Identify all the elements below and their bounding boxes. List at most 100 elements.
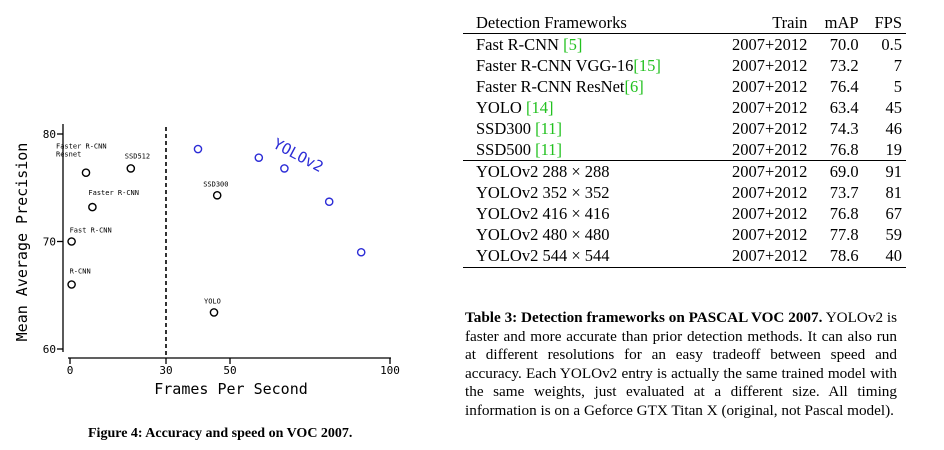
detector-label: Resnet xyxy=(56,151,81,159)
framework-cell: SSD500 [11] xyxy=(463,139,710,161)
map-cell: 73.7 xyxy=(829,183,859,202)
y-tick-label: 80 xyxy=(43,128,56,141)
detector-point xyxy=(81,168,91,177)
framework-cell: Fast R-CNN [5] xyxy=(463,34,710,56)
fps-cell: 59 xyxy=(885,225,903,244)
table-row: YOLOv2 352 × 352 2007+2012 73.7 81 xyxy=(463,182,906,203)
map-cell: 70.0 xyxy=(829,35,859,54)
detector-label: R-CNN xyxy=(70,268,91,276)
map-cell: 78.6 xyxy=(811,245,863,268)
fps-cell: 46 xyxy=(885,119,903,138)
x-axis-label: Frames Per Second xyxy=(154,380,308,398)
fps-cell: 67 xyxy=(885,204,903,223)
framework-cell: Faster R-CNN VGG-16[15] xyxy=(463,55,710,76)
train-cell: 2007+2012 xyxy=(709,160,812,182)
detector-label: Faster R-CNN xyxy=(88,189,139,197)
citation-link[interactable]: [11] xyxy=(535,119,563,138)
train-cell: 2007+2012 xyxy=(732,183,808,202)
table-caption-body: YOLOv2 is faster and more accurate than … xyxy=(465,309,898,419)
x-tick-label: 50 xyxy=(223,364,236,377)
map-cell: 63.4 xyxy=(829,98,859,117)
yolov2-point xyxy=(356,247,366,257)
train-cell: 2007+2012 xyxy=(732,77,808,96)
fps-cell: 40 xyxy=(862,245,906,268)
detector-label: SSD512 xyxy=(125,152,150,160)
detector-point xyxy=(209,308,219,317)
detector-point xyxy=(126,164,136,173)
framework-name: Faster R-CNN VGG-16 xyxy=(476,56,634,75)
table-row: Faster R-CNN VGG-16[15] 2007+2012 73.2 7 xyxy=(463,55,906,76)
yolov2-point xyxy=(254,153,264,162)
yolov2-point xyxy=(280,164,289,173)
map-cell: 69.0 xyxy=(811,160,863,182)
framework-cell: YOLOv2 352 × 352 xyxy=(463,182,710,203)
train-cell: 2007+2012 xyxy=(732,140,808,159)
header-map: mAP xyxy=(811,12,863,34)
chart-axes: 60 70 80 0 30 50 100 Frames Per Second Mean Aver… xyxy=(13,124,400,398)
framework-name: YOLOv2 416 × 416 xyxy=(476,204,610,223)
detector-point xyxy=(67,280,76,289)
figure-caption: Figure 4: Accuracy and speed on VOC 2007… xyxy=(88,426,353,441)
framework-name: YOLO xyxy=(476,98,526,117)
framework-cell: YOLOv2 544 × 544 xyxy=(463,245,710,268)
detector-point xyxy=(212,190,222,200)
table-row: Fast R-CNN [5] 2007+2012 70.0 0.5 xyxy=(463,34,906,56)
yolov2-series-label: YOLOv2 xyxy=(270,135,326,176)
train-cell: 2007+2012 xyxy=(732,225,808,244)
framework-cell: YOLOv2 288 × 288 xyxy=(463,160,710,182)
y-tick-label: 60 xyxy=(43,343,56,356)
fps-cell: 81 xyxy=(885,183,903,202)
framework-name: YOLOv2 352 × 352 xyxy=(476,183,610,202)
framework-cell: YOLO [14] xyxy=(463,97,710,118)
framework-name: YOLOv2 480 × 480 xyxy=(476,225,610,244)
detector-label: Fast R-CNN xyxy=(70,227,112,235)
framework-name: SSD500 xyxy=(476,140,536,159)
fps-cell: 0.5 xyxy=(881,35,902,54)
fps-cell: 91 xyxy=(862,160,906,182)
table-row: YOLOv2 416 × 416 2007+2012 76.8 67 xyxy=(463,203,906,224)
header-framework: Detection Frameworks xyxy=(463,12,710,34)
train-cell: 2007+2012 xyxy=(732,56,808,75)
x-tick-label: 30 xyxy=(159,364,172,377)
citation-link[interactable]: [6] xyxy=(624,77,644,96)
fps-cell: 5 xyxy=(893,77,902,96)
fps-cell: 45 xyxy=(885,98,903,117)
framework-cell: YOLOv2 480 × 480 xyxy=(463,224,710,245)
accuracy-speed-chart: 60 70 80 0 30 50 100 Frames Per Second Mean Aver… xyxy=(13,124,400,398)
table-header-row: Detection Frameworks Train mAP FPS xyxy=(463,12,906,34)
table-row: YOLO [14] 2007+2012 63.4 45 xyxy=(463,97,906,118)
table-row: YOLOv2 480 × 480 2007+2012 77.8 59 xyxy=(463,224,906,245)
train-cell: 2007+2012 xyxy=(732,35,808,54)
table-row: SSD300 [11] 2007+2012 74.3 46 xyxy=(463,118,906,139)
citation-link[interactable]: [5] xyxy=(563,35,583,54)
map-cell: 76.8 xyxy=(829,204,859,223)
map-cell: 76.4 xyxy=(829,77,859,96)
y-axis-label: Mean Average Precision xyxy=(13,143,31,342)
table-caption-title: Table 3: Detection frameworks on PASCAL … xyxy=(465,309,823,326)
framework-cell: Faster R-CNN ResNet[6] xyxy=(463,76,710,97)
framework-cell: YOLOv2 416 × 416 xyxy=(463,203,710,224)
framework-name: Fast R-CNN xyxy=(476,35,564,54)
map-cell: 76.8 xyxy=(829,140,859,159)
header-fps: FPS xyxy=(862,12,906,34)
citation-link[interactable]: [14] xyxy=(525,98,554,117)
map-cell: 73.2 xyxy=(829,56,859,75)
y-tick-label: 70 xyxy=(43,236,56,249)
train-cell: 2007+2012 xyxy=(732,98,808,117)
framework-name: YOLOv2 288 × 288 xyxy=(476,162,610,181)
table-row: Faster R-CNN ResNet[6] 2007+2012 76.4 5 xyxy=(463,76,906,97)
detector-point xyxy=(67,237,76,246)
detector-label: SSD300 xyxy=(203,180,228,188)
fps-cell: 19 xyxy=(885,140,903,159)
framework-name: YOLOv2 544 × 544 xyxy=(476,246,610,265)
detector-label: YOLO xyxy=(204,297,221,305)
header-train: Train xyxy=(709,12,812,34)
x-tick-label: 100 xyxy=(380,364,400,377)
fps-cell: 7 xyxy=(893,56,902,75)
framework-name: SSD300 xyxy=(476,119,536,138)
citation-link[interactable]: [15] xyxy=(633,56,661,75)
yolov2-point xyxy=(193,144,203,154)
train-cell: 2007+2012 xyxy=(732,119,808,138)
citation-link[interactable]: [11] xyxy=(535,140,563,159)
